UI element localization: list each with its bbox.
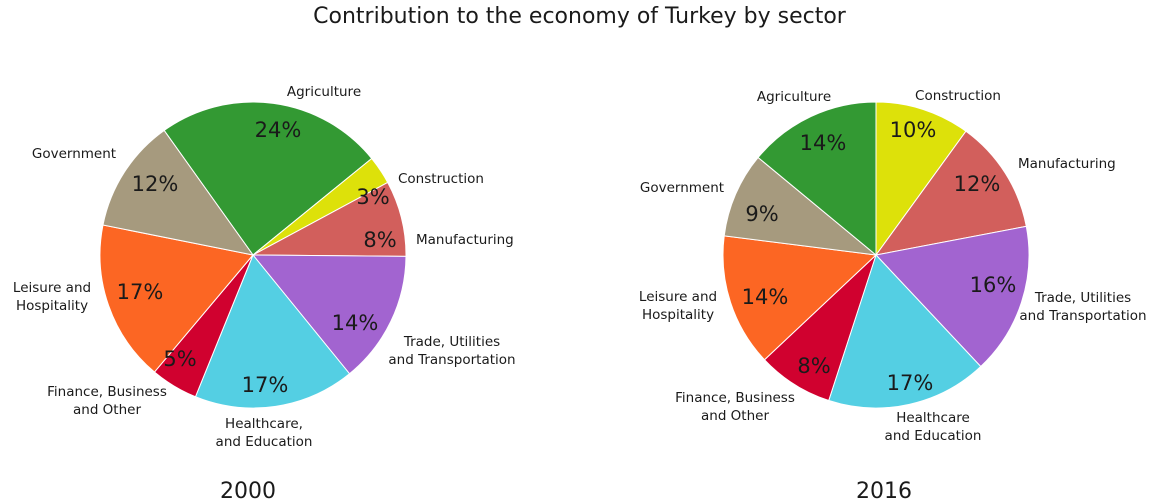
category-label-government: Government [32,146,116,162]
slice-value-trade-utilities-and-transportation: 16% [970,273,1017,297]
category-label-healthcare-and-education: Healthcare, and Education [216,416,313,450]
slice-trade-utilities-and-transportation [251,254,407,375]
slice-trade-utilities-and-transportation [875,225,1030,368]
category-label-line: Healthcare [896,410,970,426]
slice-value-government: 9% [745,202,778,226]
category-label-line: Finance, Business [675,390,795,406]
slice-value-leisure-and-hospitality: 17% [117,280,164,304]
category-label-line: Government [640,180,724,196]
category-label-line: Government [32,146,116,162]
category-label-trade-utilities-and-transportation: Trade, Utilities and Transportation [388,334,515,368]
category-label-line: Leisure and [13,280,91,296]
category-label-line: Healthcare, [225,416,303,432]
year-caption: 2000 [220,479,276,502]
slice-value-government: 12% [132,172,179,196]
category-label-construction: Construction [398,171,484,187]
category-label-line: and Transportation [1019,308,1146,324]
category-label-line: Hospitality [16,298,88,314]
category-label-line: Finance, Business [47,384,167,400]
slice-healthcare-and-education [828,254,982,409]
category-label-healthcare-and-education: Healthcare and Education [885,410,982,444]
category-label-government: Government [640,180,724,196]
category-label-line: Manufacturing [1018,156,1116,172]
pie-2016: 10% 12% 16% 17% 8% 14% 9% 14% Construction Manufa… [639,88,1147,444]
category-label-line: and Education [216,434,313,450]
category-label-line: Construction [915,88,1001,104]
slice-value-finance-business-and-other: 5% [163,347,196,371]
slice-value-healthcare-and-education: 17% [887,371,934,395]
category-label-line: and Other [73,402,141,418]
slice-manufacturing [874,130,1027,256]
category-label-leisure-and-hospitality: Leisure and Hospitality [639,289,717,323]
slice-government [102,129,255,256]
slice-leisure-and-hospitality [722,235,878,361]
category-label-line: Hospitality [642,307,714,323]
slice-agriculture [163,101,373,256]
category-label-line: Agriculture [757,89,831,105]
slice-construction [875,101,967,257]
slice-value-construction: 3% [356,185,389,209]
category-label-line: Leisure and [639,289,717,305]
category-label-line: Manufacturing [416,232,514,248]
category-label-line: Construction [398,171,484,187]
category-label-line: Trade, Utilities [403,334,500,350]
slice-agriculture [757,101,877,257]
category-label-line: and Education [885,428,982,444]
category-label-line: and Transportation [388,352,515,368]
slice-value-construction: 10% [890,118,937,142]
chart-title: Contribution to the economy of Turkey by… [313,4,846,29]
slice-value-finance-business-and-other: 8% [797,354,830,378]
slice-value-leisure-and-hospitality: 14% [742,285,789,309]
year-caption: 2016 [856,479,912,502]
slice-value-manufacturing: 12% [954,172,1001,196]
category-label-agriculture: Agriculture [757,89,831,105]
slice-value-trade-utilities-and-transportation: 14% [332,311,379,335]
category-label-finance-business-and-other: Finance, Business and Other [47,384,167,418]
slice-value-healthcare-and-education: 17% [242,373,289,397]
category-label-finance-business-and-other: Finance, Business and Other [675,390,795,424]
category-label-manufacturing: Manufacturing [1018,156,1116,172]
category-label-leisure-and-hospitality: Leisure and Hospitality [13,280,91,314]
category-label-line: Trade, Utilities [1034,290,1131,306]
category-label-manufacturing: Manufacturing [416,232,514,248]
slice-value-manufacturing: 8% [363,228,396,252]
category-label-trade-utilities-and-transportation: Trade, Utilities and Transportation [1019,290,1146,324]
slice-government [723,156,878,256]
slice-healthcare-and-education [194,254,351,409]
slice-leisure-and-hospitality [99,224,254,373]
slice-value-agriculture: 24% [255,118,302,142]
category-label-construction: Construction [915,88,1001,104]
category-label-line: Agriculture [287,84,361,100]
category-label-agriculture: Agriculture [287,84,361,100]
slice-value-agriculture: 14% [800,131,847,155]
category-label-line: and Other [701,408,769,424]
pie-2000: 24% 3% 8% 14% 17% 5% 17% 12% Agriculture Construc… [13,84,516,450]
